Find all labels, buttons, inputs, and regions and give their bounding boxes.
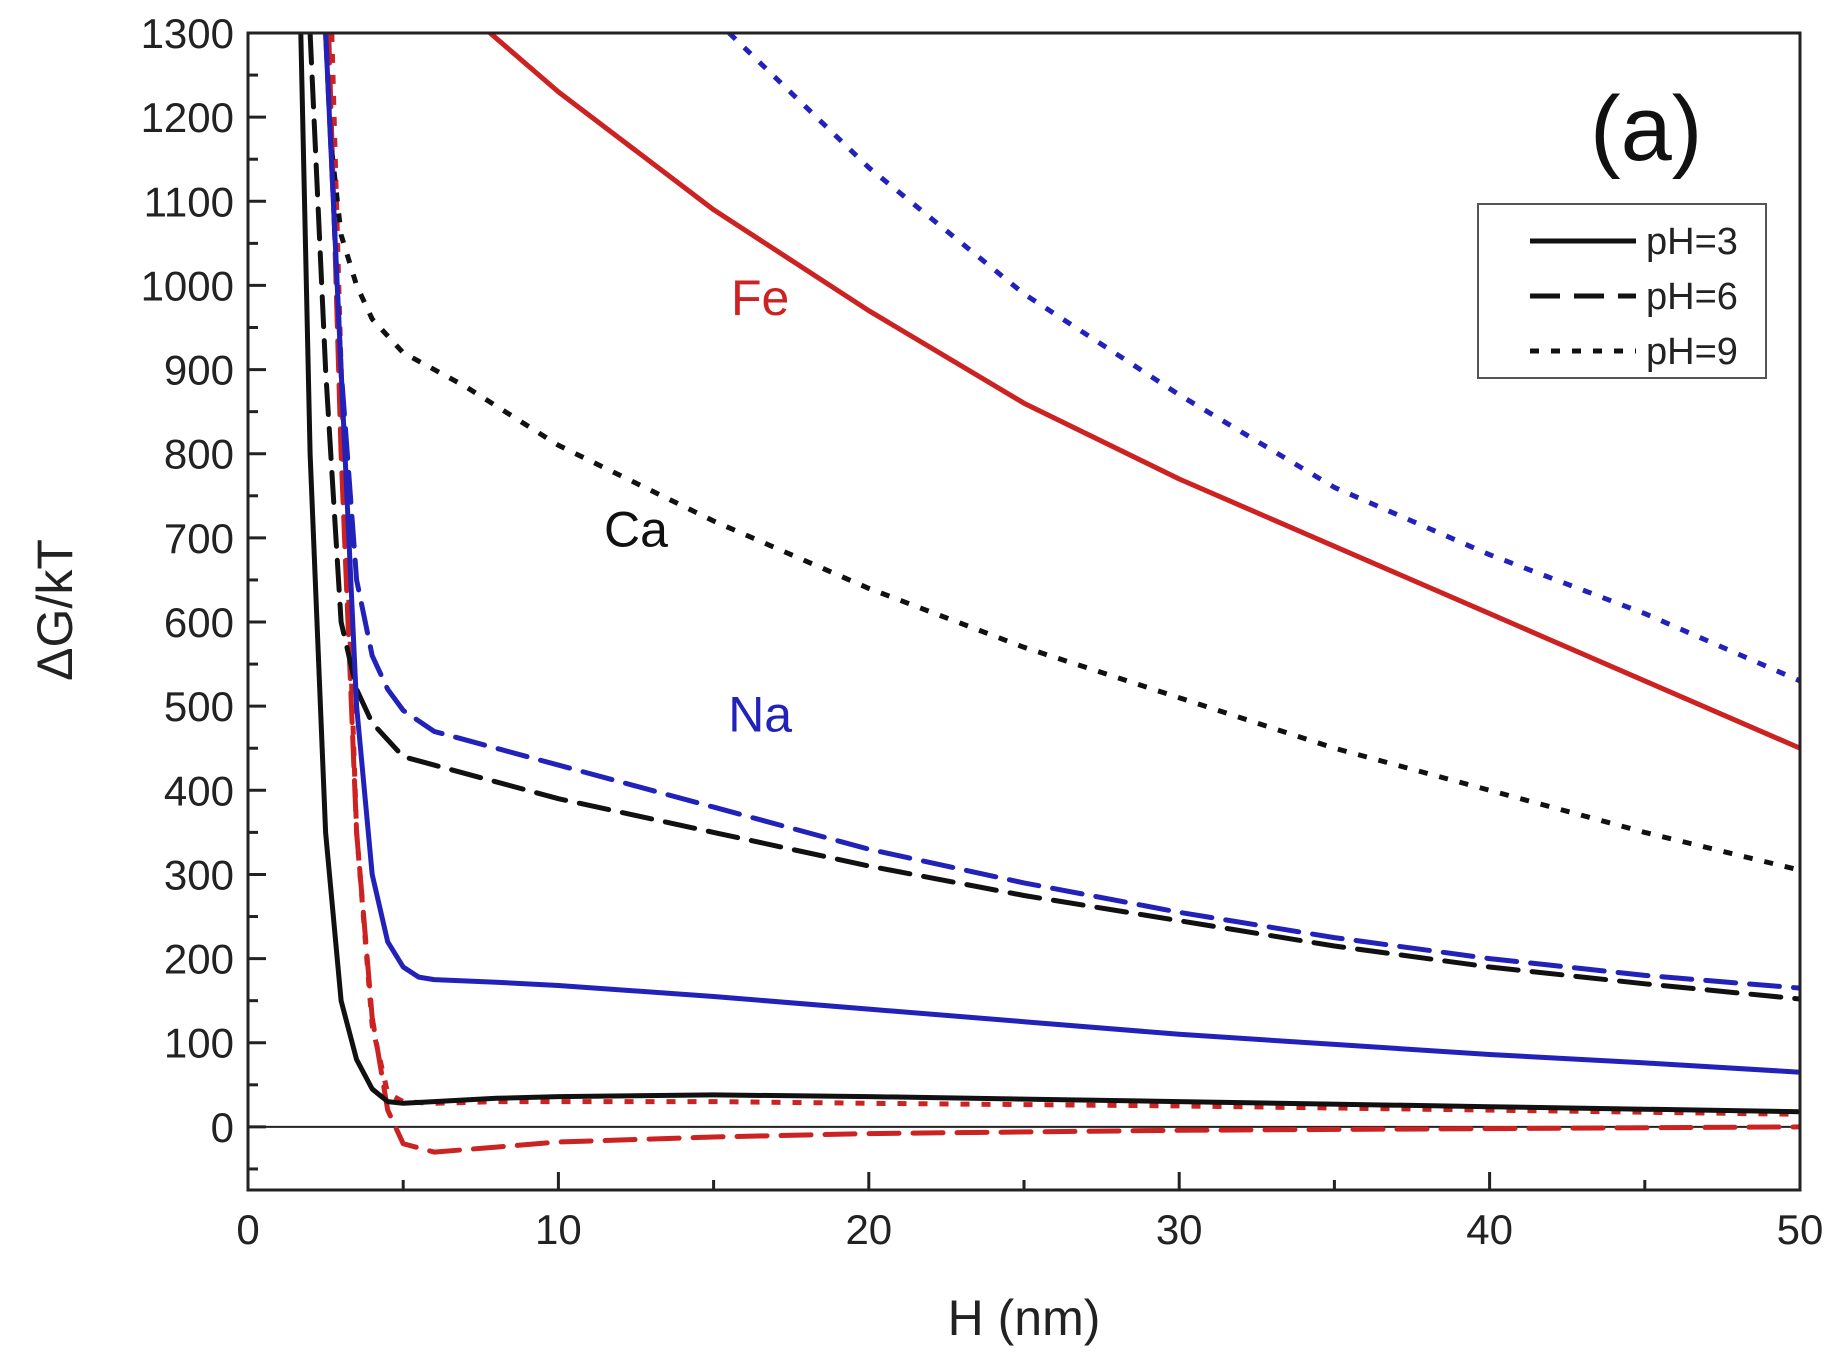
series-line-na-ph6 [323,33,1800,991]
y-tick-label: 300 [164,851,234,898]
y-tick-label: 1300 [141,10,234,57]
series-annotations: Fe Ca Na [604,270,792,743]
y-tick-label: 900 [164,347,234,394]
y-axis: 0 100 200 300 400 500 600 700 800 900 1000 1100 1200… [141,10,266,1171]
x-axis: 0 10 20 30 40 50 [236,1172,1823,1253]
x-tick-label: 10 [535,1206,582,1253]
series-layer [298,33,1800,1155]
series-line-fe-ph9 [329,33,1800,1117]
series-line-na-ph3 [323,33,1800,1075]
series-label-ca: Ca [604,501,668,557]
y-tick-label: 1200 [141,94,234,141]
legend-box [1477,203,1767,379]
y-tick-label: 400 [164,767,234,814]
legend: pH=3 pH=6 pH=9 [1477,203,1767,379]
series-label-na: Na [728,686,792,742]
x-tick-label: 20 [845,1206,892,1253]
series-line-ca-ph6 [307,33,1800,1002]
series-line-ca-ph3 [298,33,1800,1115]
y-tick-label: 1100 [144,178,234,225]
series-line-ca-ph9 [329,150,1800,873]
y-axis-title: ΔG/kT [27,539,83,681]
y-tick-label: 200 [164,936,234,983]
series-label-fe: Fe [731,270,789,326]
y-tick-label: 800 [164,431,234,478]
x-axis-title: H (nm) [948,1290,1101,1346]
y-tick-label: 500 [164,683,234,730]
legend-label-ph3: pH=3 [1646,221,1738,263]
legend-label-ph9: pH=9 [1646,331,1738,373]
x-tick-label: 50 [1777,1206,1824,1253]
x-tick-label: 0 [236,1206,259,1253]
series-line-fe-ph3 [487,33,1800,751]
y-tick-label: 1000 [141,262,234,309]
legend-label-ph6: pH=6 [1646,276,1738,318]
y-tick-label: 700 [164,515,234,562]
panel-label: (a) [1590,78,1702,180]
y-tick-label: 100 [164,1020,234,1067]
x-tick-label: 40 [1466,1206,1513,1253]
y-tick-label: 0 [211,1104,234,1151]
x-tick-label: 30 [1156,1206,1203,1253]
y-tick-label: 600 [164,599,234,646]
